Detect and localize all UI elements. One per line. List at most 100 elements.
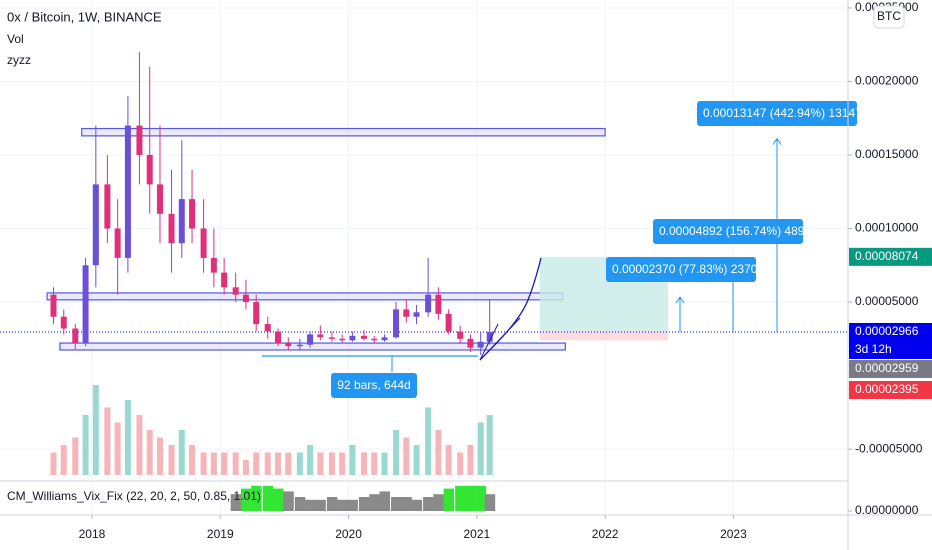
candle-body	[413, 312, 420, 317]
vix-bar	[455, 485, 466, 511]
candle-body	[242, 294, 249, 303]
vix-bar	[283, 491, 294, 511]
price-label-box	[849, 323, 932, 359]
candle-body	[477, 341, 484, 348]
candle-body	[339, 338, 346, 341]
price-label-box	[849, 247, 932, 266]
vix-bar	[369, 494, 380, 511]
volume-bar	[146, 430, 153, 475]
price-label: 0.00008074	[855, 249, 919, 263]
candle-body	[467, 338, 474, 348]
volume-bar	[445, 445, 452, 475]
volume-bar	[253, 452, 260, 475]
volume-bar	[275, 452, 282, 475]
vix-bar	[337, 499, 348, 511]
volume-bar	[50, 452, 57, 475]
candle-body	[124, 125, 131, 258]
measure-label-box	[653, 219, 803, 244]
candle-body	[285, 343, 292, 347]
x-tick-label: 2018	[79, 527, 106, 541]
volume-bar	[425, 407, 432, 475]
range-label-box	[331, 373, 417, 398]
vix-bar	[391, 497, 402, 511]
x-tick-label: 2023	[720, 527, 747, 541]
position-loss	[539, 331, 669, 341]
volume-bar	[189, 445, 196, 475]
measure-label-box	[606, 257, 756, 282]
drawing-lines	[479, 317, 521, 361]
volume-bar	[467, 445, 474, 475]
candle-body	[435, 294, 442, 314]
candle-body	[425, 294, 432, 313]
vix-bar	[411, 499, 423, 511]
candle-body	[264, 324, 271, 332]
measure-label: 0.00013147 (442.94%) 13147	[703, 106, 862, 120]
volume-bar	[156, 437, 163, 475]
vix-tick-label: 0.00000000	[855, 503, 919, 517]
volume-bar	[264, 452, 271, 475]
measure-label: 0.00004892 (156.74%) 4892	[659, 224, 811, 238]
candle-body	[403, 309, 410, 317]
currency-button-label[interactable]: BTC	[877, 9, 901, 23]
x-tick-label: 2019	[207, 527, 234, 541]
x-tick-label: 2022	[592, 527, 619, 541]
candle-body	[146, 154, 153, 185]
candle-body	[50, 294, 57, 317]
candle-body	[360, 335, 367, 339]
indicator-label: Vol	[7, 32, 24, 46]
zone	[46, 292, 564, 301]
candle-body	[60, 316, 67, 329]
candle-body	[445, 313, 452, 332]
vix-bar	[273, 488, 284, 511]
volume-bar	[124, 400, 131, 475]
volume-bar	[371, 452, 378, 475]
volume-bar	[92, 385, 99, 475]
currency-button[interactable]	[873, 5, 905, 29]
volume-bar	[457, 452, 464, 475]
candle-body	[82, 265, 89, 344]
volume-bar	[178, 430, 185, 475]
volume-bar	[200, 452, 207, 475]
measure-arrowhead	[675, 296, 685, 304]
volume-bar	[339, 452, 346, 475]
vix-bar	[423, 497, 434, 511]
volume-bar	[104, 407, 111, 475]
candle-body	[317, 334, 324, 338]
measure-arrowhead	[772, 137, 782, 145]
candle-body	[296, 344, 303, 347]
vix-label: CM_Williams_Vix_Fix (22, 20, 2, 50, 0.85…	[7, 489, 261, 503]
candle-body	[189, 199, 196, 229]
volume-bar	[114, 422, 121, 475]
price-label: 0.00002959	[855, 361, 919, 375]
vix-bar	[262, 485, 274, 511]
volume-bar	[72, 437, 79, 475]
vix-bar	[379, 491, 390, 511]
vix-bar	[358, 497, 370, 511]
y-tick-label: -0.00005000	[855, 441, 923, 455]
y-tick-label: 0.00005000	[855, 294, 919, 308]
measure-label-box	[697, 101, 857, 126]
price-label: 0.00002966	[855, 324, 919, 338]
measure-label: 0.00002370 (77.83%) 2370	[612, 262, 758, 276]
vix-bar	[433, 494, 444, 511]
x-tick-label: 2021	[464, 527, 491, 541]
vix-bar	[475, 485, 487, 511]
volume-bar	[60, 445, 67, 475]
volume-bar	[168, 445, 175, 475]
y-tick-label: 0.00020000	[855, 74, 919, 88]
candle-body	[371, 338, 378, 341]
y-tick-label: 0.00015000	[855, 147, 919, 161]
volume-bar	[296, 452, 303, 475]
volume-bar	[349, 445, 356, 475]
volume-bar	[210, 452, 217, 475]
candle-body	[200, 228, 207, 258]
volume-bar	[307, 445, 314, 475]
price-label: 0.00002395	[855, 382, 919, 396]
candle-body	[178, 199, 185, 244]
indicator-label: zyzz	[7, 53, 31, 67]
price-label-box	[849, 360, 932, 378]
vix-bar	[230, 494, 242, 511]
candle-body	[307, 334, 314, 345]
